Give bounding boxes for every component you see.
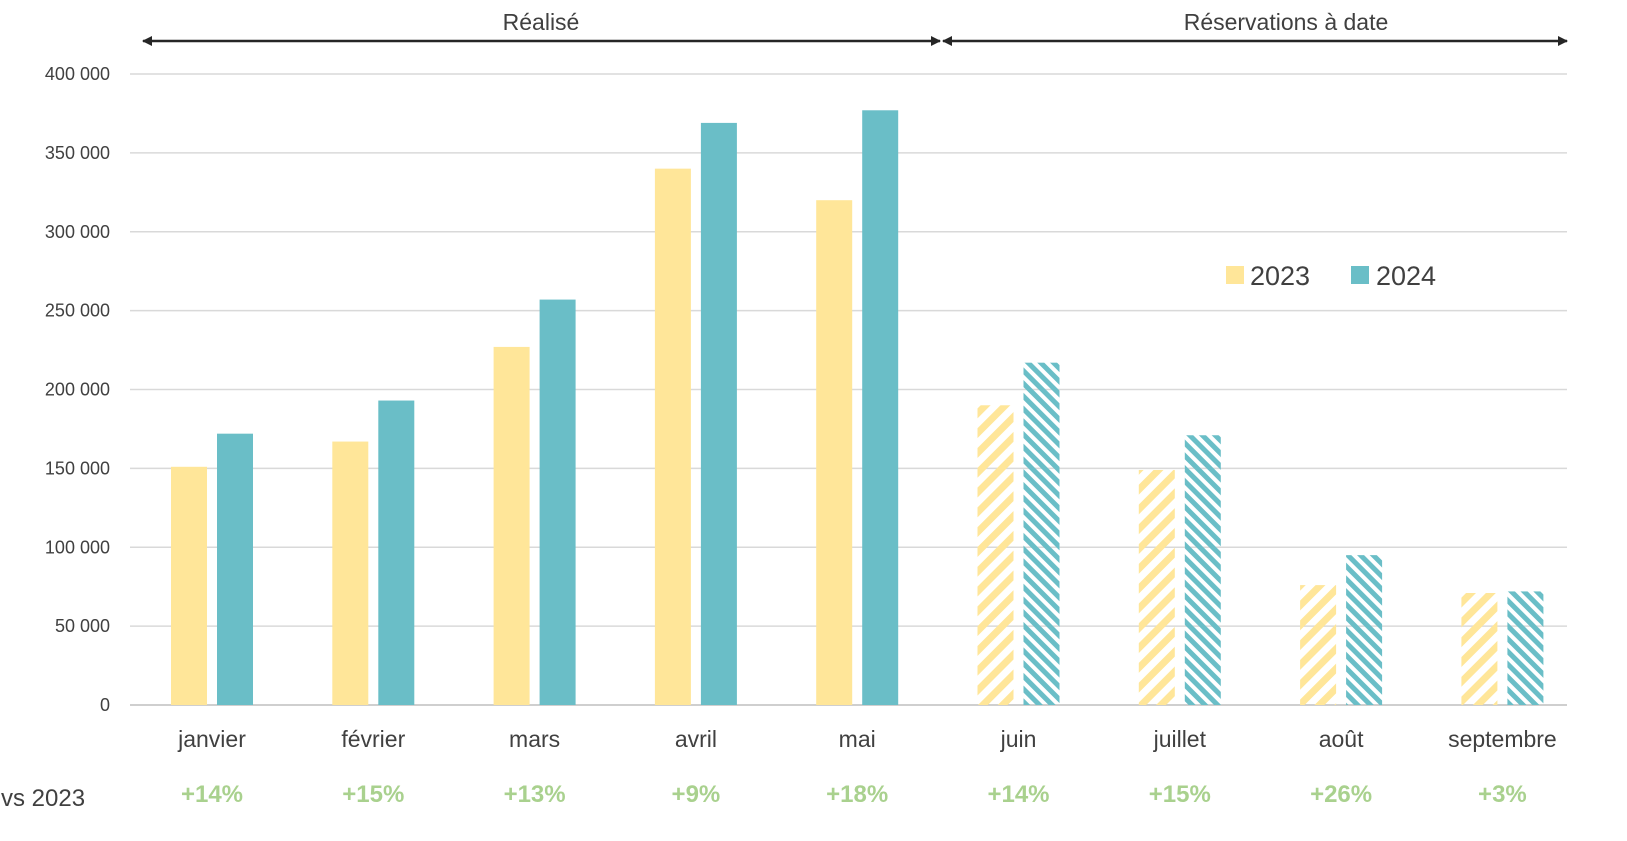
y-tick-label: 250 000 xyxy=(45,301,110,321)
legend-label-2024: 2024 xyxy=(1376,261,1436,291)
bar-2023-juillet xyxy=(1138,469,1175,705)
bar-2023-septembre xyxy=(1461,592,1498,705)
growth-value: +26% xyxy=(1310,781,1372,808)
legend-swatch-2024 xyxy=(1351,266,1369,284)
y-tick-label: 400 000 xyxy=(45,64,110,84)
bar-2023-février xyxy=(332,441,369,705)
period-annotations: Réalisé Réservations à date xyxy=(142,9,1568,46)
growth-value: +14% xyxy=(181,781,243,808)
growth-row-label: vs 2023 xyxy=(1,785,85,812)
bar-2024-août xyxy=(1346,555,1383,705)
y-tick-label: 200 000 xyxy=(45,380,110,400)
x-tick-label: janvier xyxy=(177,726,246,752)
growth-row: vs 2023 +14% +15% +13% +9% +18% +14% +15% +26% +3… xyxy=(1,781,1527,812)
bar-2023-mai xyxy=(816,200,853,705)
y-tick-label: 50 000 xyxy=(55,616,110,636)
y-tick-label: 300 000 xyxy=(45,222,110,242)
y-tick-label: 150 000 xyxy=(45,458,110,478)
growth-value: +9% xyxy=(672,781,721,808)
growth-value: +15% xyxy=(1149,781,1211,808)
bar-2023-janvier xyxy=(171,466,207,705)
bar-2024-mai xyxy=(862,110,899,706)
growth-value: +15% xyxy=(342,781,404,808)
bar-2024-juin xyxy=(1023,362,1060,705)
growth-value: +18% xyxy=(826,781,888,808)
x-tick-label: avril xyxy=(675,726,717,752)
legend-label-2023: 2023 xyxy=(1250,261,1310,291)
bar-2024-février xyxy=(378,400,415,705)
legend-swatch-2023 xyxy=(1226,266,1244,284)
y-tick-label: 100 000 xyxy=(45,537,110,557)
x-tick-label: mai xyxy=(839,726,876,752)
legend: 2023 2024 xyxy=(1226,261,1436,291)
x-tick-label: août xyxy=(1319,726,1364,752)
bar-2024-mars xyxy=(539,299,576,705)
bar-2023-avril xyxy=(654,168,691,705)
bar-2023-août xyxy=(1300,585,1337,705)
bar-2024-juillet xyxy=(1184,435,1221,705)
bars xyxy=(171,110,1544,706)
y-tick-label: 0 xyxy=(100,695,110,715)
bar-2023-mars xyxy=(493,346,530,705)
x-tick-label: mars xyxy=(509,726,560,752)
y-axis-ticks: 0 50 000 100 000 150 000 200 000 250 000 300 0… xyxy=(45,64,110,715)
bar-2024-janvier xyxy=(217,433,253,705)
x-tick-label: juillet xyxy=(1153,726,1207,752)
bar-2023-juin xyxy=(977,405,1014,705)
growth-value: +3% xyxy=(1478,781,1527,808)
growth-value: +13% xyxy=(504,781,566,808)
x-axis-ticks: janvier février mars avril mai juin juillet aoû… xyxy=(177,726,1557,752)
bar-2024-avril xyxy=(700,122,737,706)
x-tick-label: septembre xyxy=(1448,726,1557,752)
bar-2024-septembre xyxy=(1507,591,1544,705)
period-label: Réalisé xyxy=(503,9,580,35)
y-tick-label: 350 000 xyxy=(45,143,110,163)
growth-value: +14% xyxy=(987,781,1049,808)
period-label: Réservations à date xyxy=(1184,9,1389,35)
x-tick-label: février xyxy=(341,726,405,752)
x-tick-label: juin xyxy=(1000,726,1037,752)
